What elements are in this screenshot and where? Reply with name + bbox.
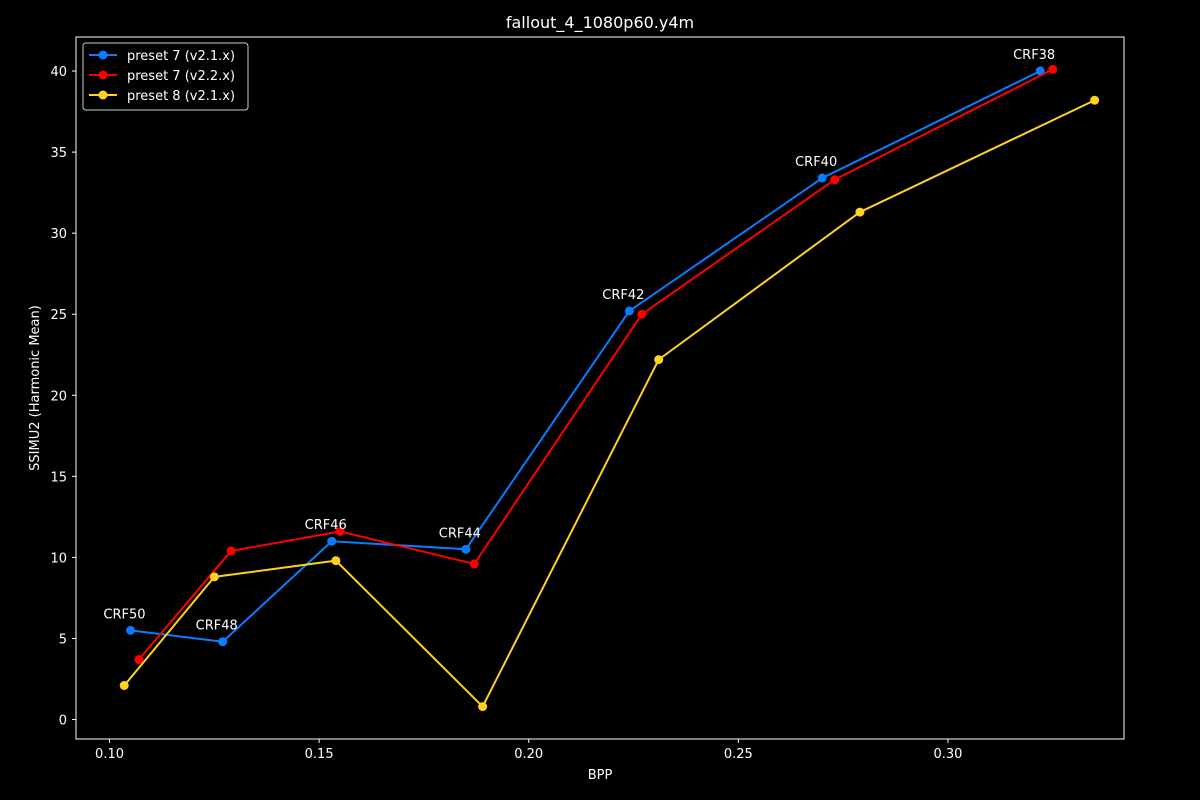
y-tick-label: 25: [50, 308, 67, 323]
y-tick-label: 35: [50, 146, 67, 161]
data-point: [1090, 95, 1100, 105]
annotation-layer: CRF50 CRF48 CRF46 CRF44 CRF42 CRF40 CRF38: [103, 48, 1055, 634]
data-point: [478, 702, 488, 712]
chart-title: fallout_4_1080p60.y4m: [506, 13, 694, 33]
data-point: [335, 526, 345, 536]
data-point: [1035, 66, 1045, 76]
data-point: [125, 625, 135, 635]
data-point: [1048, 64, 1058, 74]
data-point: [209, 572, 219, 582]
legend: preset 7 (v2.1.x) preset 7 (v2.2.x) preset…: [82, 42, 249, 111]
x-tick-label: 0.20: [514, 747, 543, 762]
data-point: [218, 637, 228, 647]
data-point: [855, 207, 865, 217]
y-axis: 0 5 10 15 20 25 30 35 40: [50, 65, 76, 729]
legend-label: preset 8 (v2.1.x): [127, 89, 235, 104]
legend-label: preset 7 (v2.2.x): [127, 69, 235, 84]
series-1: [125, 66, 1045, 647]
legend-item: preset 7 (v2.1.x): [89, 49, 235, 64]
legend-marker: [98, 90, 108, 100]
data-point: [654, 355, 664, 365]
series-layer: [119, 64, 1100, 712]
legend-item: preset 7 (v2.2.x): [89, 69, 235, 84]
crf-annotation: CRF38: [1013, 48, 1055, 63]
data-point: [327, 536, 337, 546]
data-point: [817, 173, 827, 183]
y-tick-label: 30: [50, 227, 67, 242]
data-point: [331, 556, 341, 566]
y-tick-label: 40: [50, 65, 67, 80]
legend-marker: [98, 70, 108, 80]
crf-annotation: CRF48: [196, 619, 238, 634]
crf-annotation: CRF44: [439, 526, 481, 541]
y-tick-label: 0: [59, 714, 67, 729]
x-axis-title: BPP: [588, 768, 613, 783]
x-tick-label: 0.25: [724, 747, 753, 762]
plot-frame: [75, 36, 1125, 740]
y-tick-label: 15: [50, 470, 67, 485]
y-axis-title: SSIMU2 (Harmonic Mean): [28, 305, 43, 471]
y-tick-label: 10: [50, 551, 67, 566]
series-2: [134, 64, 1058, 665]
crf-annotation: CRF42: [602, 288, 644, 303]
x-tick-label: 0.30: [933, 747, 962, 762]
series-3: [119, 95, 1100, 712]
data-point: [830, 175, 840, 185]
crf-annotation: CRF40: [795, 155, 837, 170]
data-point: [637, 309, 647, 319]
legend-marker: [98, 50, 108, 60]
y-tick-label: 5: [59, 632, 67, 647]
legend-label: preset 7 (v2.1.x): [127, 49, 235, 64]
x-axis: 0.10 0.15 0.20 0.25 0.30: [95, 739, 962, 762]
data-point: [469, 559, 479, 569]
crf-annotation: CRF46: [305, 518, 347, 533]
crf-annotation: CRF50: [103, 607, 145, 622]
legend-box: [82, 42, 249, 111]
x-tick-label: 0.10: [95, 747, 124, 762]
y-tick-label: 20: [50, 389, 67, 404]
data-point: [134, 655, 144, 665]
legend-item: preset 8 (v2.1.x): [89, 89, 235, 104]
data-point: [461, 544, 471, 554]
data-point: [119, 680, 129, 690]
data-point: [624, 306, 634, 316]
data-point: [226, 546, 236, 556]
x-tick-label: 0.15: [305, 747, 334, 762]
